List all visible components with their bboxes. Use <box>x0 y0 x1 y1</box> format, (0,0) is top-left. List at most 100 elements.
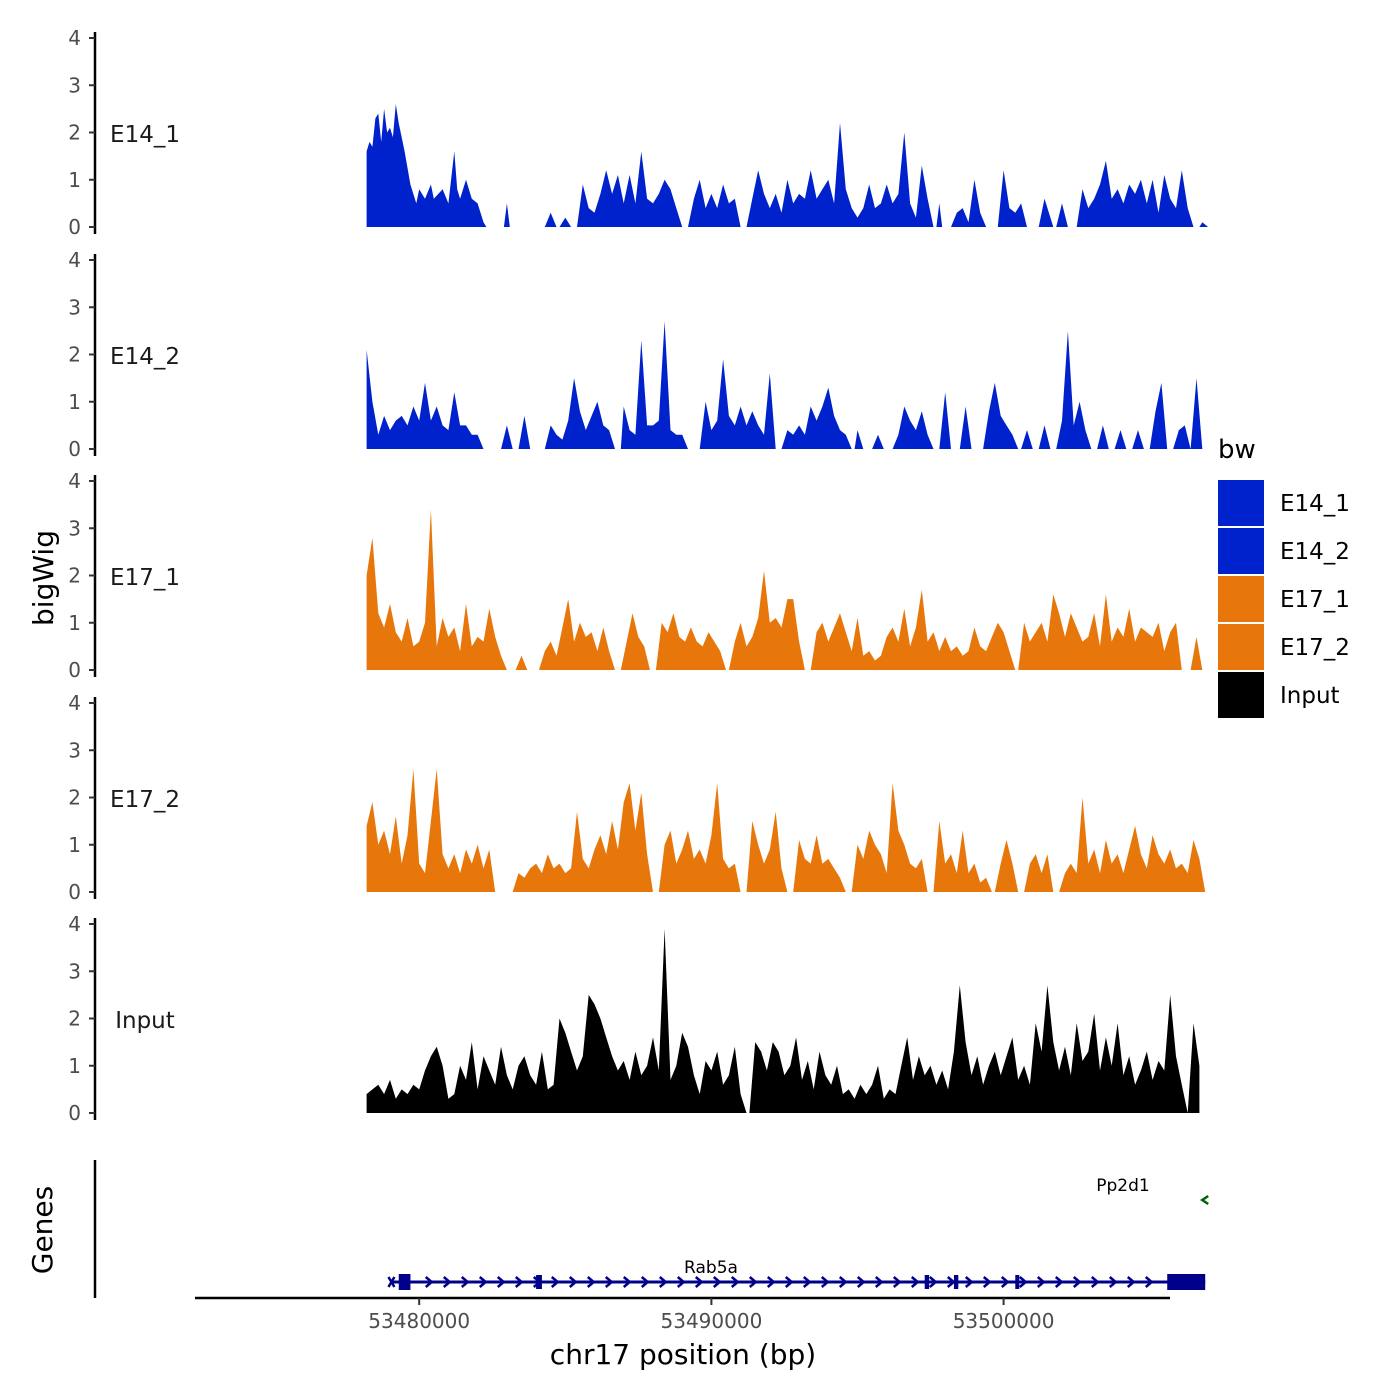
strand-arrow-icon <box>748 1276 758 1288</box>
coverage-area <box>854 430 864 449</box>
coverage-area <box>366 769 496 892</box>
y-tick-label: 0 <box>68 1101 81 1125</box>
x-axis: 53480000 53490000 53500000 <box>195 1296 1170 1333</box>
y-tick-label: 3 <box>68 295 81 319</box>
y-tick-label: 1 <box>68 611 81 635</box>
coverage-area <box>746 123 934 227</box>
coverage-area <box>936 203 943 227</box>
y-tick-label: 4 <box>68 26 81 50</box>
coverage-area <box>620 321 688 449</box>
coverage-area <box>892 406 934 449</box>
coverage-area <box>366 509 507 670</box>
strand-arrow-icon <box>586 1276 596 1288</box>
coverage-area <box>577 151 683 227</box>
strand-arrow-icon <box>928 1276 938 1288</box>
coverage-area <box>1173 425 1191 449</box>
coverage-area <box>1114 430 1127 449</box>
y-axis-title: bigWig <box>27 530 60 626</box>
coverage-area <box>1190 378 1203 449</box>
legend-label: E14_2 <box>1280 539 1350 565</box>
coverage-area <box>1132 430 1144 449</box>
y-tick-label: 0 <box>68 437 81 461</box>
gene-pp2d1: Pp2d1 <box>1096 1176 1209 1206</box>
coverage-area <box>366 349 484 449</box>
legend-label: Input <box>1280 683 1340 709</box>
legend-swatch <box>1218 480 1264 526</box>
strand-arrow-icon <box>1199 1194 1209 1206</box>
x-tick-label: 53490000 <box>661 1309 763 1333</box>
strand-arrow-icon <box>442 1276 452 1288</box>
legend-swatch <box>1218 672 1264 718</box>
track-label: Input <box>115 1008 175 1034</box>
coverage-area <box>1076 160 1194 227</box>
coverage-area <box>1056 203 1068 227</box>
strand-arrow-icon <box>856 1276 866 1288</box>
genes-axis-title: Genes <box>26 1186 59 1274</box>
strand-arrow-icon <box>694 1276 704 1288</box>
strand-arrow-icon <box>1054 1276 1064 1288</box>
genes-track: Rab5a Pp2d1 <box>93 1160 1209 1298</box>
legend-swatch <box>1218 528 1264 574</box>
coverage-area <box>933 821 992 892</box>
y-tick-label: 0 <box>68 215 81 239</box>
y-tick-label: 3 <box>68 516 81 540</box>
coverage-area <box>1056 330 1092 449</box>
strand-arrow-icon <box>874 1276 884 1288</box>
coverage-area <box>688 179 741 227</box>
coverage-area <box>620 613 650 670</box>
strand-arrow-icon <box>622 1276 632 1288</box>
strand-arrow-icon <box>910 1276 920 1288</box>
coverage-area <box>1190 636 1203 670</box>
exon <box>398 1274 411 1290</box>
y-tick-label: 4 <box>68 912 81 936</box>
strand-arrow-icon <box>640 1276 650 1288</box>
strand-arrow-icon <box>676 1276 686 1288</box>
strand-arrow-icon <box>820 1276 830 1288</box>
strand-arrow-icon <box>712 1276 722 1288</box>
strand-arrow-icon <box>1000 1276 1010 1288</box>
y-tick-label: 3 <box>68 738 81 762</box>
strand-arrow-icon <box>946 1276 956 1288</box>
gene-label: Pp2d1 <box>1096 1176 1149 1196</box>
exon <box>953 1275 959 1289</box>
coverage-area <box>559 217 572 227</box>
coverage-area <box>655 613 726 670</box>
y-tick-label: 2 <box>68 343 81 367</box>
coverage-area <box>872 434 884 449</box>
strand-arrow-icon <box>1018 1276 1028 1288</box>
strand-arrow-icon <box>982 1276 992 1288</box>
track-e14-2: 0 1 2 3 4 E14_2 <box>68 248 1203 461</box>
y-tick-label: 2 <box>68 121 81 145</box>
coverage-area <box>544 378 615 449</box>
strand-arrow-icon <box>550 1276 560 1288</box>
coverage-area <box>1038 198 1054 227</box>
strand-arrow-icon <box>658 1276 668 1288</box>
coverage-area <box>503 203 510 227</box>
y-tick-label: 0 <box>68 880 81 904</box>
y-tick-label: 2 <box>68 564 81 588</box>
strand-arrow-icon <box>1108 1276 1118 1288</box>
strand-arrow-icon <box>496 1276 506 1288</box>
coverage-area <box>1038 425 1051 449</box>
coverage-area <box>366 104 487 227</box>
coverage-area <box>994 840 1019 892</box>
coverage-area <box>366 928 747 1113</box>
strand-arrow-icon <box>514 1276 524 1288</box>
strand-arrow-icon <box>892 1276 902 1288</box>
y-tick-label: 4 <box>68 469 81 493</box>
legend-title: bw <box>1218 435 1256 465</box>
track-e14-1: 0 1 2 3 4 E14_1 <box>68 26 1209 239</box>
track-e17-1: 0 1 2 3 4 E17_1 <box>68 469 1203 682</box>
coverage-area <box>1097 425 1109 449</box>
exon <box>1167 1274 1206 1290</box>
coverage-area <box>1199 222 1209 227</box>
y-tick-label: 1 <box>68 1054 81 1078</box>
coverage-area <box>997 170 1027 227</box>
coverage-area <box>959 406 972 449</box>
coverage-area <box>544 212 557 227</box>
strand-arrow-icon <box>1036 1276 1046 1288</box>
strand-arrow-icon <box>568 1276 578 1288</box>
coverage-area <box>501 425 513 449</box>
coverage-area <box>939 392 951 449</box>
